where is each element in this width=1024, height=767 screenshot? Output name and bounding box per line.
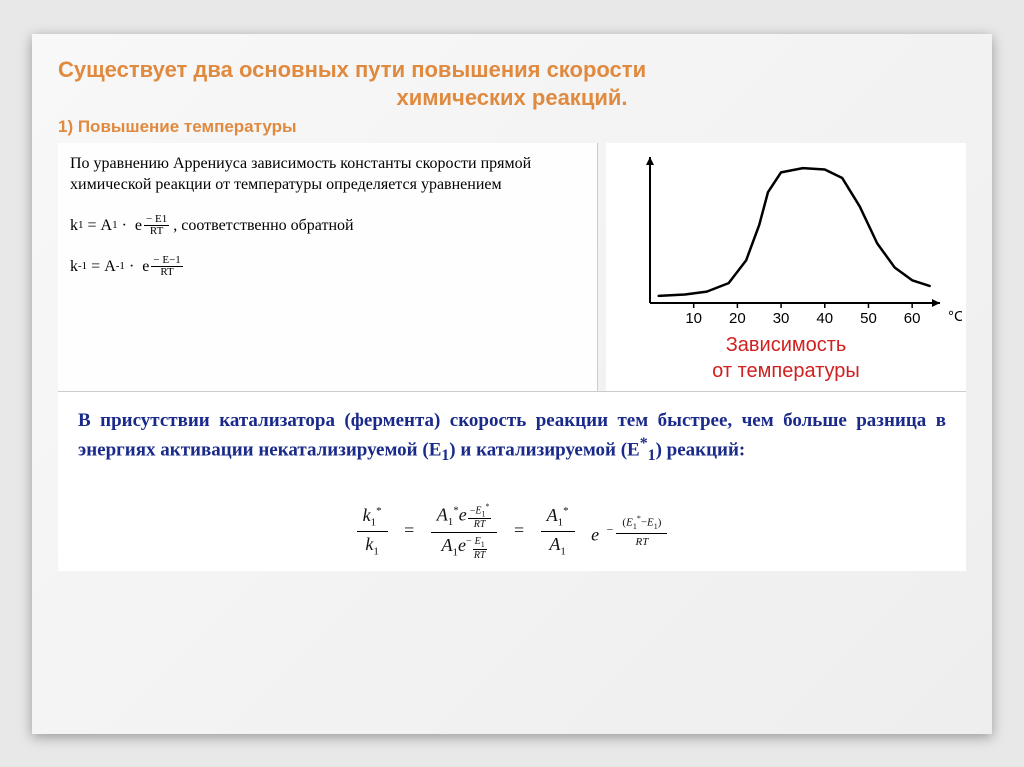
- chart-box: 10 20 30 40 50 60 °C Зависимость от температур…: [606, 143, 966, 391]
- eq2-A-sub: -1: [116, 259, 125, 274]
- catalyst-block: В присутствии катализатора (фермента) ск…: [58, 392, 966, 571]
- title-line1: Существует два основных пути повышения с…: [58, 56, 966, 85]
- svg-text:30: 30: [773, 310, 790, 327]
- catalyst-equation: k1* k1 = A1*e−E1*RT A1e−E1RT =: [78, 501, 946, 561]
- eq1-after-text: , соответственно обратной: [173, 215, 353, 237]
- subtitle: 1) Повышение температуры: [58, 117, 966, 137]
- svg-text:10: 10: [685, 310, 702, 327]
- cat-sub2: 1: [648, 447, 656, 464]
- chart-caption-line2: от температуры: [612, 359, 960, 383]
- temperature-curve-chart: 10 20 30 40 50 60 °C: [612, 151, 962, 331]
- chart-caption-line1: Зависимость: [612, 333, 960, 357]
- arrhenius-eq-forward: k1 = A1 · e − E1 RT , соответственно обр…: [70, 214, 585, 237]
- eq2-k: k: [70, 256, 78, 278]
- svg-text:20: 20: [729, 310, 746, 327]
- arrhenius-eq-reverse: k-1 = A-1 · e − E−1 RT: [70, 255, 585, 278]
- catalyst-text: В присутствии катализатора (фермента) ск…: [78, 408, 946, 467]
- svg-text:50: 50: [860, 310, 877, 327]
- arrhenius-text-block: По уравнению Аррениуса зависимость конст…: [58, 143, 598, 391]
- eq1-A: A: [101, 215, 113, 237]
- eq2-A: A: [104, 256, 116, 278]
- eq1-exp-top: E1: [155, 213, 167, 225]
- row-arrhenius-and-chart: По уравнению Аррениуса зависимость конст…: [58, 143, 966, 392]
- eq1-k: k: [70, 215, 78, 237]
- eq2-exp-bot: RT: [160, 267, 173, 278]
- svg-text:°C: °C: [948, 308, 962, 325]
- eq1-A-sub: 1: [112, 218, 118, 233]
- title-line2: химических реакций.: [58, 84, 966, 113]
- eq2-exp-top: E−1: [162, 254, 180, 266]
- arrhenius-intro: По уравнению Аррениуса зависимость конст…: [70, 153, 585, 196]
- svg-text:40: 40: [816, 310, 833, 327]
- eq1-k-sub: 1: [78, 218, 84, 233]
- cat-text-p1: ) и катализируемой (E: [449, 440, 639, 461]
- eq2-k-sub: -1: [78, 259, 87, 274]
- cat-sup2: *: [640, 435, 648, 452]
- slide: Существует два основных пути повышения с…: [32, 34, 992, 734]
- eq1-exp-bot: RT: [150, 226, 163, 237]
- svg-text:60: 60: [904, 310, 921, 327]
- cat-text-p2: ) реакций:: [656, 440, 746, 461]
